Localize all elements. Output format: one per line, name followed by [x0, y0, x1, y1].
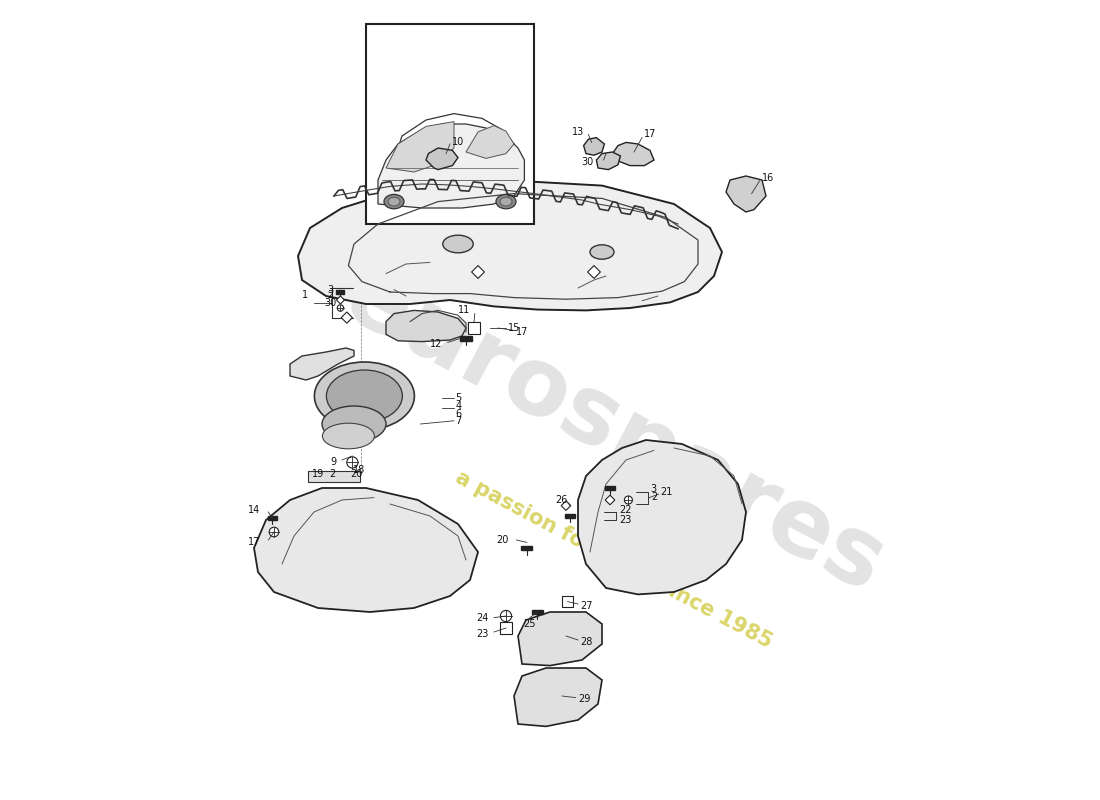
- Text: 20: 20: [350, 469, 362, 478]
- Text: 17: 17: [644, 130, 656, 139]
- Text: 6: 6: [455, 409, 462, 418]
- Circle shape: [500, 610, 512, 622]
- Polygon shape: [596, 152, 620, 170]
- Text: 1: 1: [302, 290, 308, 300]
- Text: 27: 27: [581, 601, 593, 610]
- Ellipse shape: [500, 198, 512, 206]
- Polygon shape: [254, 488, 478, 612]
- Text: 4: 4: [455, 401, 462, 410]
- Text: 29: 29: [578, 694, 591, 704]
- Polygon shape: [386, 310, 466, 342]
- Bar: [562, 596, 573, 607]
- Text: 5: 5: [455, 394, 462, 403]
- Text: 24: 24: [476, 613, 488, 622]
- Text: 30: 30: [323, 298, 337, 308]
- Circle shape: [625, 496, 632, 504]
- Polygon shape: [298, 180, 722, 310]
- Polygon shape: [466, 126, 514, 158]
- Bar: [461, 336, 472, 341]
- Text: 15: 15: [508, 323, 520, 333]
- Bar: [565, 514, 575, 518]
- Text: 10: 10: [452, 137, 464, 146]
- Polygon shape: [514, 668, 602, 726]
- Text: 17: 17: [248, 538, 261, 547]
- Text: 16: 16: [762, 173, 774, 182]
- Text: 23: 23: [476, 629, 488, 638]
- Text: 12: 12: [430, 339, 442, 349]
- Text: 14: 14: [249, 505, 261, 514]
- Polygon shape: [518, 612, 602, 666]
- Text: 20: 20: [496, 535, 508, 545]
- Polygon shape: [341, 312, 352, 323]
- Text: 22: 22: [619, 506, 631, 515]
- Ellipse shape: [327, 370, 403, 422]
- Text: 23: 23: [619, 515, 631, 525]
- Ellipse shape: [315, 362, 415, 430]
- Text: 17: 17: [516, 327, 529, 337]
- Text: 2: 2: [327, 290, 333, 300]
- Text: 9: 9: [330, 457, 337, 466]
- Text: 2: 2: [651, 492, 657, 502]
- Ellipse shape: [322, 406, 386, 442]
- Bar: [521, 546, 532, 550]
- Bar: [531, 610, 542, 614]
- Bar: [500, 622, 512, 634]
- Text: 19: 19: [312, 469, 324, 478]
- Ellipse shape: [443, 235, 473, 253]
- Text: 3: 3: [327, 285, 333, 294]
- Ellipse shape: [496, 194, 516, 209]
- Polygon shape: [578, 440, 746, 594]
- Polygon shape: [613, 142, 654, 166]
- Polygon shape: [584, 138, 604, 155]
- Text: 2: 2: [329, 469, 336, 478]
- Text: a passion for parts since 1985: a passion for parts since 1985: [452, 468, 776, 652]
- Text: 13: 13: [572, 127, 584, 137]
- Bar: [605, 486, 615, 490]
- Polygon shape: [378, 124, 525, 208]
- Ellipse shape: [322, 423, 374, 449]
- Circle shape: [338, 305, 343, 311]
- Polygon shape: [290, 348, 354, 380]
- Ellipse shape: [384, 194, 404, 209]
- Polygon shape: [426, 148, 458, 170]
- Bar: [468, 322, 481, 334]
- Text: 11: 11: [458, 306, 470, 315]
- Polygon shape: [561, 501, 571, 510]
- Text: eurospares: eurospares: [329, 251, 900, 613]
- Text: 7: 7: [455, 416, 462, 426]
- Circle shape: [270, 527, 278, 537]
- Polygon shape: [472, 266, 484, 278]
- Ellipse shape: [388, 198, 400, 206]
- Text: 25: 25: [524, 619, 537, 629]
- Polygon shape: [386, 122, 454, 172]
- Text: 26: 26: [556, 495, 568, 505]
- Text: 3: 3: [651, 484, 657, 494]
- Bar: [308, 471, 361, 482]
- Text: 18: 18: [353, 465, 365, 474]
- Bar: [267, 517, 277, 520]
- Circle shape: [346, 457, 358, 468]
- Ellipse shape: [590, 245, 614, 259]
- Text: 30: 30: [582, 158, 594, 167]
- Polygon shape: [587, 266, 601, 278]
- Polygon shape: [605, 495, 615, 505]
- Polygon shape: [337, 296, 344, 304]
- Text: 28: 28: [581, 637, 593, 646]
- Text: 21: 21: [660, 487, 673, 498]
- Polygon shape: [726, 176, 766, 212]
- Bar: [366, 24, 534, 224]
- Bar: [337, 290, 344, 294]
